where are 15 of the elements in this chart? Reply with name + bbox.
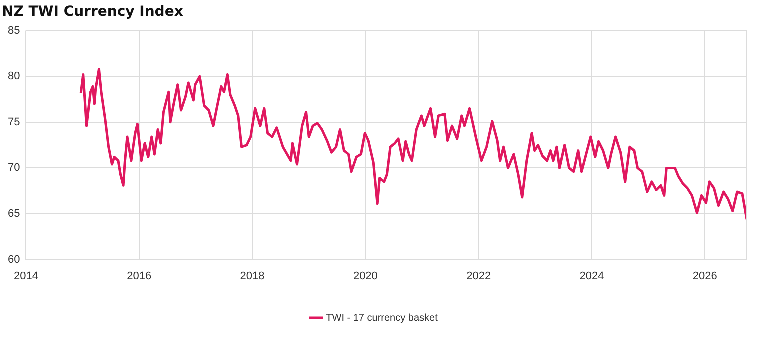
x-tick-label: 2022: [466, 270, 492, 282]
y-tick-label: 65: [8, 208, 20, 220]
x-tick-label: 2016: [127, 270, 152, 282]
y-tick-label: 60: [8, 254, 20, 266]
y-tick-label: 75: [8, 116, 20, 128]
chart-title: NZ TWI Currency Index: [2, 4, 184, 20]
x-tick-label: 2020: [353, 270, 378, 282]
x-tick-label: 2024: [580, 270, 604, 282]
y-tick-label: 80: [8, 70, 20, 83]
x-tick-label: 2018: [240, 270, 265, 282]
legend-label: TWI - 17 currency basket: [326, 312, 438, 324]
y-tick-label: 85: [8, 24, 20, 37]
y-tick-label: 70: [8, 162, 20, 174]
x-tick-label: 2026: [692, 270, 718, 282]
x-tick-label: 2014: [14, 270, 38, 282]
